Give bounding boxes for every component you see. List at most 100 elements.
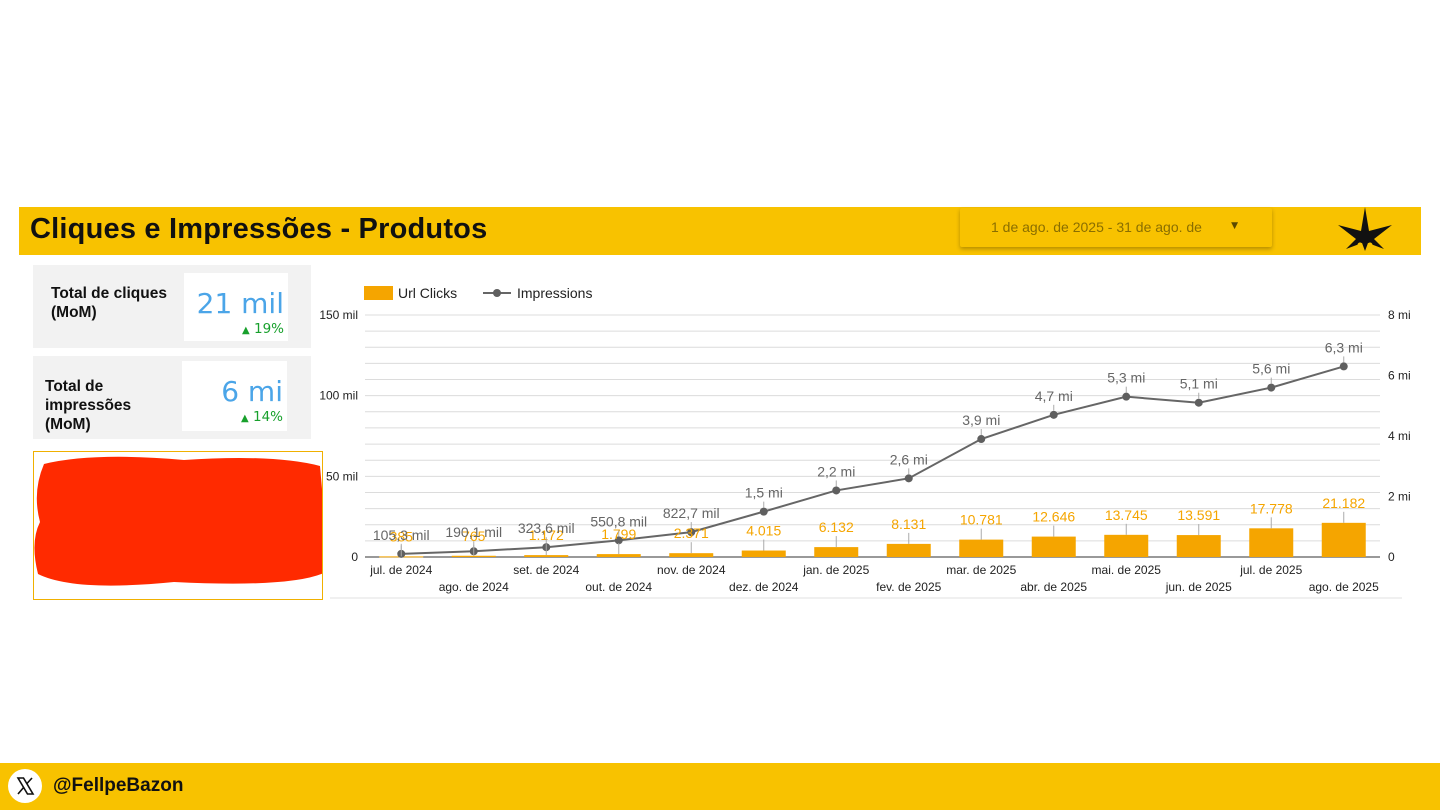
x-tick-label: jun. de 2025	[1165, 580, 1232, 594]
line-data-label: 323,6 mil	[518, 520, 575, 536]
legend-swatch-impressions-point	[493, 289, 501, 297]
redaction-scribble	[34, 456, 322, 586]
line-data-label: 190,1 mil	[445, 524, 502, 540]
point-impressions	[687, 528, 696, 537]
bar-url-clicks	[1249, 528, 1294, 557]
x-tick-label: nov. de 2024	[657, 563, 726, 577]
legend-label-impressions: Impressions	[517, 285, 592, 301]
kpi-delta-value: 19%	[253, 321, 284, 337]
x-tick-label: out. de 2024	[585, 580, 652, 594]
x-tick-label: ago. de 2025	[1309, 580, 1379, 594]
bar-data-label: 17.778	[1250, 500, 1293, 516]
x-tick-label: jan. de 2025	[802, 563, 869, 577]
kpi-value-panel: 6 mi ▲ 14%	[182, 361, 287, 431]
cannabis-leaf-icon	[1338, 207, 1392, 251]
line-data-label: 2,6 mi	[890, 451, 928, 467]
y-left-tick-label: 150 mil	[319, 308, 358, 322]
y-left-tick-label: 50 mil	[326, 469, 358, 483]
point-impressions	[1049, 410, 1058, 419]
line-data-label: 2,2 mi	[817, 463, 855, 479]
x-tick-label: fev. de 2025	[876, 580, 941, 594]
point-impressions	[904, 474, 913, 483]
x-tick-label: set. de 2024	[513, 563, 579, 577]
x-tick-label: abr. de 2025	[1020, 580, 1087, 594]
y-right-tick-label: 6 mi	[1388, 369, 1411, 383]
bar-url-clicks	[669, 553, 714, 557]
footer-handle: @FellpeBazon	[53, 775, 184, 796]
bar-url-clicks	[1321, 522, 1366, 557]
x-tick-label: ago. de 2024	[439, 580, 509, 594]
point-impressions	[832, 486, 841, 495]
redacted-card	[33, 451, 323, 600]
bar-url-clicks	[814, 547, 859, 557]
legend-swatch-url-clicks	[364, 286, 393, 300]
x-tick-label: jul. de 2025	[1239, 563, 1302, 577]
bar-data-label: 385	[390, 528, 414, 544]
line-data-label: 6,3 mi	[1325, 339, 1363, 355]
bar-data-label: 13.591	[1177, 507, 1220, 523]
bar-data-label: 765	[462, 528, 486, 544]
x-tick-label: dez. de 2024	[729, 580, 799, 594]
x-tick-label: jul. de 2024	[369, 563, 432, 577]
arrow-up-icon: ▲	[240, 413, 249, 424]
line-impressions	[401, 365, 1345, 555]
date-range-text: 1 de ago. de 2025 - 31 de ago. de	[991, 219, 1202, 235]
bar-data-label: 10.781	[960, 512, 1003, 528]
point-impressions	[977, 435, 986, 444]
kpi-delta-value: 14%	[252, 409, 283, 425]
caret-down-icon[interactable]: ▼	[1231, 221, 1238, 231]
point-impressions	[759, 507, 768, 516]
y-left-tick-label: 100 mil	[319, 389, 358, 403]
date-range-picker[interactable]: 1 de ago. de 2025 - 31 de ago. de ▼	[960, 208, 1272, 247]
point-impressions	[1339, 362, 1348, 371]
bar-data-label: 21.182	[1322, 495, 1365, 511]
y-right-tick-label: 2 mi	[1388, 490, 1411, 504]
bar-data-label: 1.172	[529, 527, 564, 543]
bar-url-clicks	[886, 543, 931, 557]
point-impressions	[1122, 392, 1131, 401]
y-right-tick-label: 8 mi	[1388, 308, 1411, 322]
bar-data-label: 8.131	[891, 516, 926, 532]
line-data-label: 5,6 mi	[1252, 361, 1290, 377]
kpi-label: Total de cliques (MoM)	[51, 285, 167, 321]
line-data-label: 3,9 mi	[962, 412, 1000, 428]
bar-data-label: 2.371	[674, 525, 709, 541]
bar-url-clicks	[596, 554, 641, 557]
line-data-label: 1,5 mi	[745, 485, 783, 501]
kpi-delta: ▲ 14%	[241, 409, 283, 425]
bar-url-clicks	[451, 555, 496, 557]
kpi-value: 6 mi	[221, 375, 283, 408]
x-twitter-icon[interactable]	[8, 769, 42, 803]
point-impressions	[614, 536, 623, 545]
point-impressions	[1267, 383, 1276, 392]
y-right-tick-label: 4 mi	[1388, 429, 1411, 443]
bar-url-clicks	[1031, 536, 1076, 557]
x-tick-label: mai. de 2025	[1092, 563, 1162, 577]
kpi-card-clicks: Total de cliques (MoM) 21 mil ▲ 19%	[33, 265, 311, 348]
kpi-value-panel: 21 mil ▲ 19%	[184, 273, 288, 341]
y-right-tick-label: 0	[1388, 550, 1395, 564]
bar-url-clicks	[1176, 535, 1221, 557]
bar-url-clicks	[1104, 534, 1149, 557]
bar-data-label: 6.132	[819, 519, 854, 535]
legend-label-url-clicks: Url Clicks	[398, 285, 457, 301]
line-data-label: 105,3 mil	[373, 527, 430, 543]
kpi-card-impressions: Total de impressões (MoM) 6 mi ▲ 14%	[33, 356, 311, 439]
bar-data-label: 13.745	[1105, 507, 1148, 523]
x-tick-label: mar. de 2025	[946, 563, 1016, 577]
line-data-label: 5,1 mi	[1180, 376, 1218, 392]
kpi-value: 21 mil	[196, 287, 284, 320]
point-impressions	[1194, 398, 1203, 407]
page-title: Cliques e Impressões - Produtos	[30, 213, 488, 245]
line-data-label: 5,3 mi	[1107, 370, 1145, 386]
arrow-up-icon: ▲	[241, 325, 250, 336]
line-data-label: 4,7 mi	[1035, 388, 1073, 404]
kpi-label: Total de impressões (MoM)	[45, 378, 132, 433]
line-data-label: 822,7 mil	[663, 505, 720, 521]
line-data-label: 550,8 mil	[590, 513, 647, 529]
bar-data-label: 4.015	[746, 523, 781, 539]
bar-data-label: 12.646	[1032, 509, 1075, 525]
y-left-tick-label: 0	[351, 550, 358, 564]
footer-bar	[0, 763, 1440, 810]
